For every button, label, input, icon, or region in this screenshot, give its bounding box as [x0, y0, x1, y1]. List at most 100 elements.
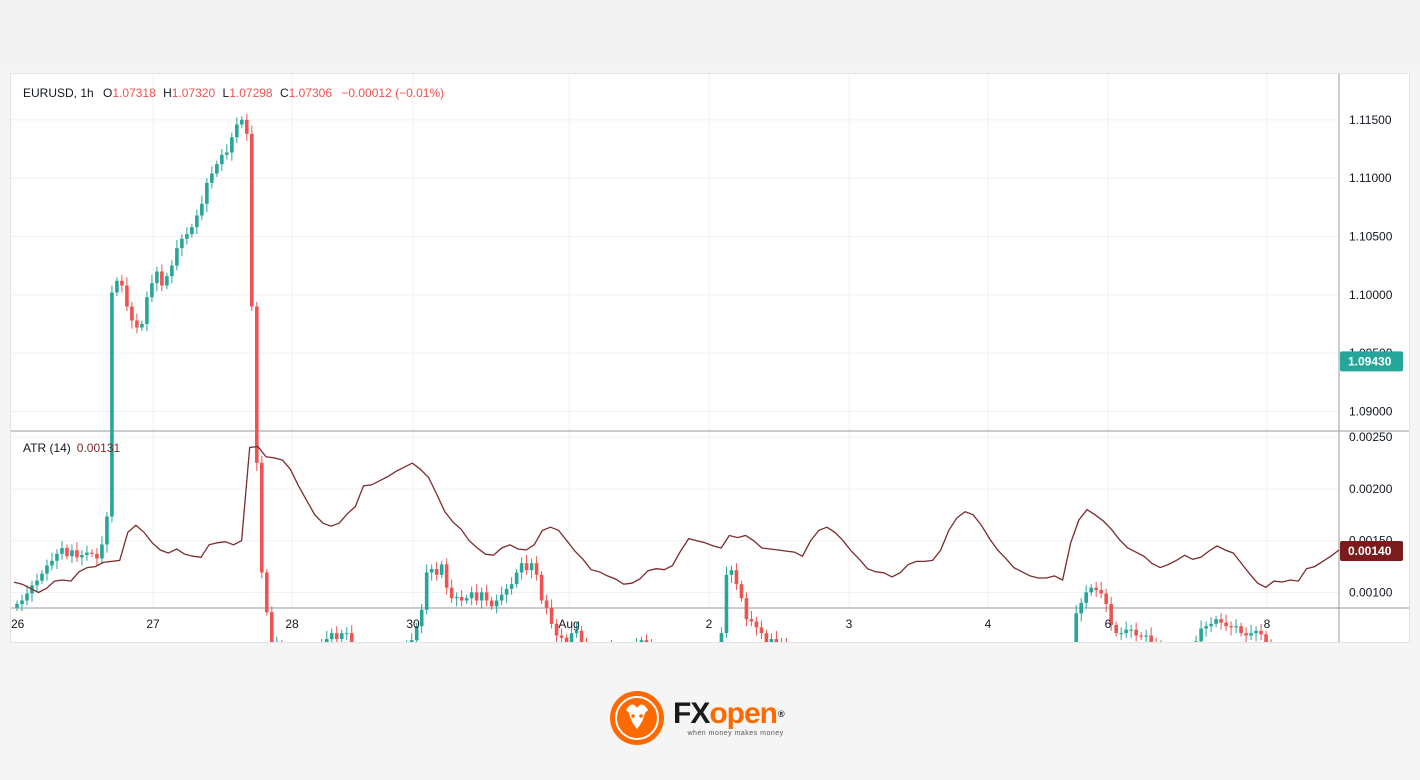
price-tick-label: 1.09000 — [1349, 405, 1393, 419]
candle-body — [250, 133, 254, 307]
chart-canvas[interactable]: 1.115001.110001.105001.100001.095001.090… — [11, 74, 1409, 642]
candle-body — [1079, 602, 1083, 614]
time-tick-label: 28 — [285, 617, 299, 631]
candle-body — [135, 320, 139, 328]
candle-body — [45, 565, 49, 574]
candle-body — [449, 587, 454, 599]
candle-body — [1084, 592, 1088, 603]
candle-body — [424, 572, 429, 610]
candle-body — [235, 124, 239, 138]
candle-body — [444, 564, 449, 588]
candle-body — [329, 633, 334, 639]
candle-body — [125, 285, 129, 307]
candle-body — [724, 574, 729, 634]
candle-body — [464, 598, 469, 601]
candle-body — [419, 609, 424, 627]
candle-body — [220, 154, 224, 165]
time-tick-label: Aug — [558, 617, 579, 631]
time-tick-label: 4 — [985, 617, 992, 631]
candle-body — [1199, 628, 1203, 642]
candle-body — [1219, 619, 1223, 623]
candle-body — [459, 597, 464, 601]
candle-body — [75, 550, 79, 558]
atr-legend: ATR (14) 0.00131 — [23, 441, 120, 455]
high-label: H — [163, 86, 172, 100]
candle-body — [759, 627, 764, 634]
high-value: 1.07320 — [171, 86, 216, 100]
candle-body — [569, 633, 574, 642]
candle-body — [524, 563, 529, 571]
last-atr-label: 0.00140 — [1348, 544, 1392, 558]
candle-body — [339, 633, 344, 639]
time-tick-label: 2 — [706, 617, 713, 631]
candle-body — [165, 276, 169, 286]
candle-body — [1124, 629, 1128, 634]
candle-body — [494, 600, 499, 607]
candle-body — [1119, 633, 1123, 635]
candle-body — [749, 619, 754, 622]
close-value: 1.07306 — [288, 86, 333, 100]
candle-body — [1149, 635, 1153, 642]
candle-body — [454, 597, 459, 599]
candle-body — [150, 283, 154, 298]
candle-body — [180, 238, 184, 249]
candle-body — [344, 633, 349, 635]
candle-body — [95, 553, 99, 559]
candle-body — [20, 600, 24, 604]
candle-body — [554, 623, 559, 636]
price-tick-label: 1.10500 — [1349, 230, 1393, 244]
open-value: 1.07318 — [112, 86, 156, 100]
candle-body — [529, 563, 534, 571]
candle-body — [769, 639, 774, 642]
last-atr-badge — [1340, 541, 1403, 562]
candle-body — [160, 271, 164, 286]
candle-body — [644, 640, 649, 642]
candle-body — [35, 580, 39, 586]
candle-body — [1214, 619, 1218, 624]
candle-body — [1109, 604, 1113, 625]
candle-body — [479, 592, 484, 601]
candle-body — [190, 227, 194, 235]
candle-body — [509, 584, 514, 589]
candle-body — [474, 592, 479, 601]
candle-body — [434, 569, 439, 575]
candle-body — [544, 600, 549, 608]
candle-body — [484, 592, 489, 601]
candle-body — [230, 137, 234, 153]
candle-body — [105, 516, 109, 545]
candle-body — [155, 271, 159, 284]
close-label: C — [279, 86, 289, 100]
atr-value: 0.00131 — [76, 441, 121, 455]
candle-body — [205, 182, 209, 204]
time-tick-label: 8 — [1264, 617, 1271, 631]
candle-body — [25, 593, 29, 601]
candle-body — [1114, 625, 1118, 634]
candle-body — [40, 573, 44, 581]
candle-body — [429, 569, 434, 573]
time-tick-label: 27 — [146, 617, 160, 631]
candle-body — [1244, 633, 1248, 636]
price-tick-label: 1.11500 — [1349, 113, 1392, 127]
candle-body — [499, 594, 504, 601]
chart-card: 1.115001.110001.105001.100001.095001.090… — [10, 73, 1410, 643]
candle-body — [1104, 593, 1108, 604]
candle-body — [744, 598, 749, 620]
symbol-label: EURUSD — [23, 86, 74, 100]
candle-body — [115, 280, 119, 293]
candle-body — [90, 552, 94, 554]
candle-body — [349, 633, 354, 642]
last-price-label: 1.09430 — [1348, 354, 1392, 368]
candle-body — [215, 164, 219, 174]
candle-body — [175, 248, 179, 266]
candle-body — [764, 633, 769, 642]
candle-body — [639, 640, 644, 642]
atr-tick-label: 0.00250 — [1349, 430, 1393, 444]
candle-body — [60, 548, 64, 554]
candle-body — [1209, 623, 1213, 627]
candle-body — [130, 306, 134, 321]
brand-name: FXopen® — [673, 697, 785, 730]
candle-body — [549, 607, 554, 624]
candle-body — [324, 639, 329, 642]
candle-body — [85, 552, 89, 555]
candle-body — [1089, 587, 1093, 593]
